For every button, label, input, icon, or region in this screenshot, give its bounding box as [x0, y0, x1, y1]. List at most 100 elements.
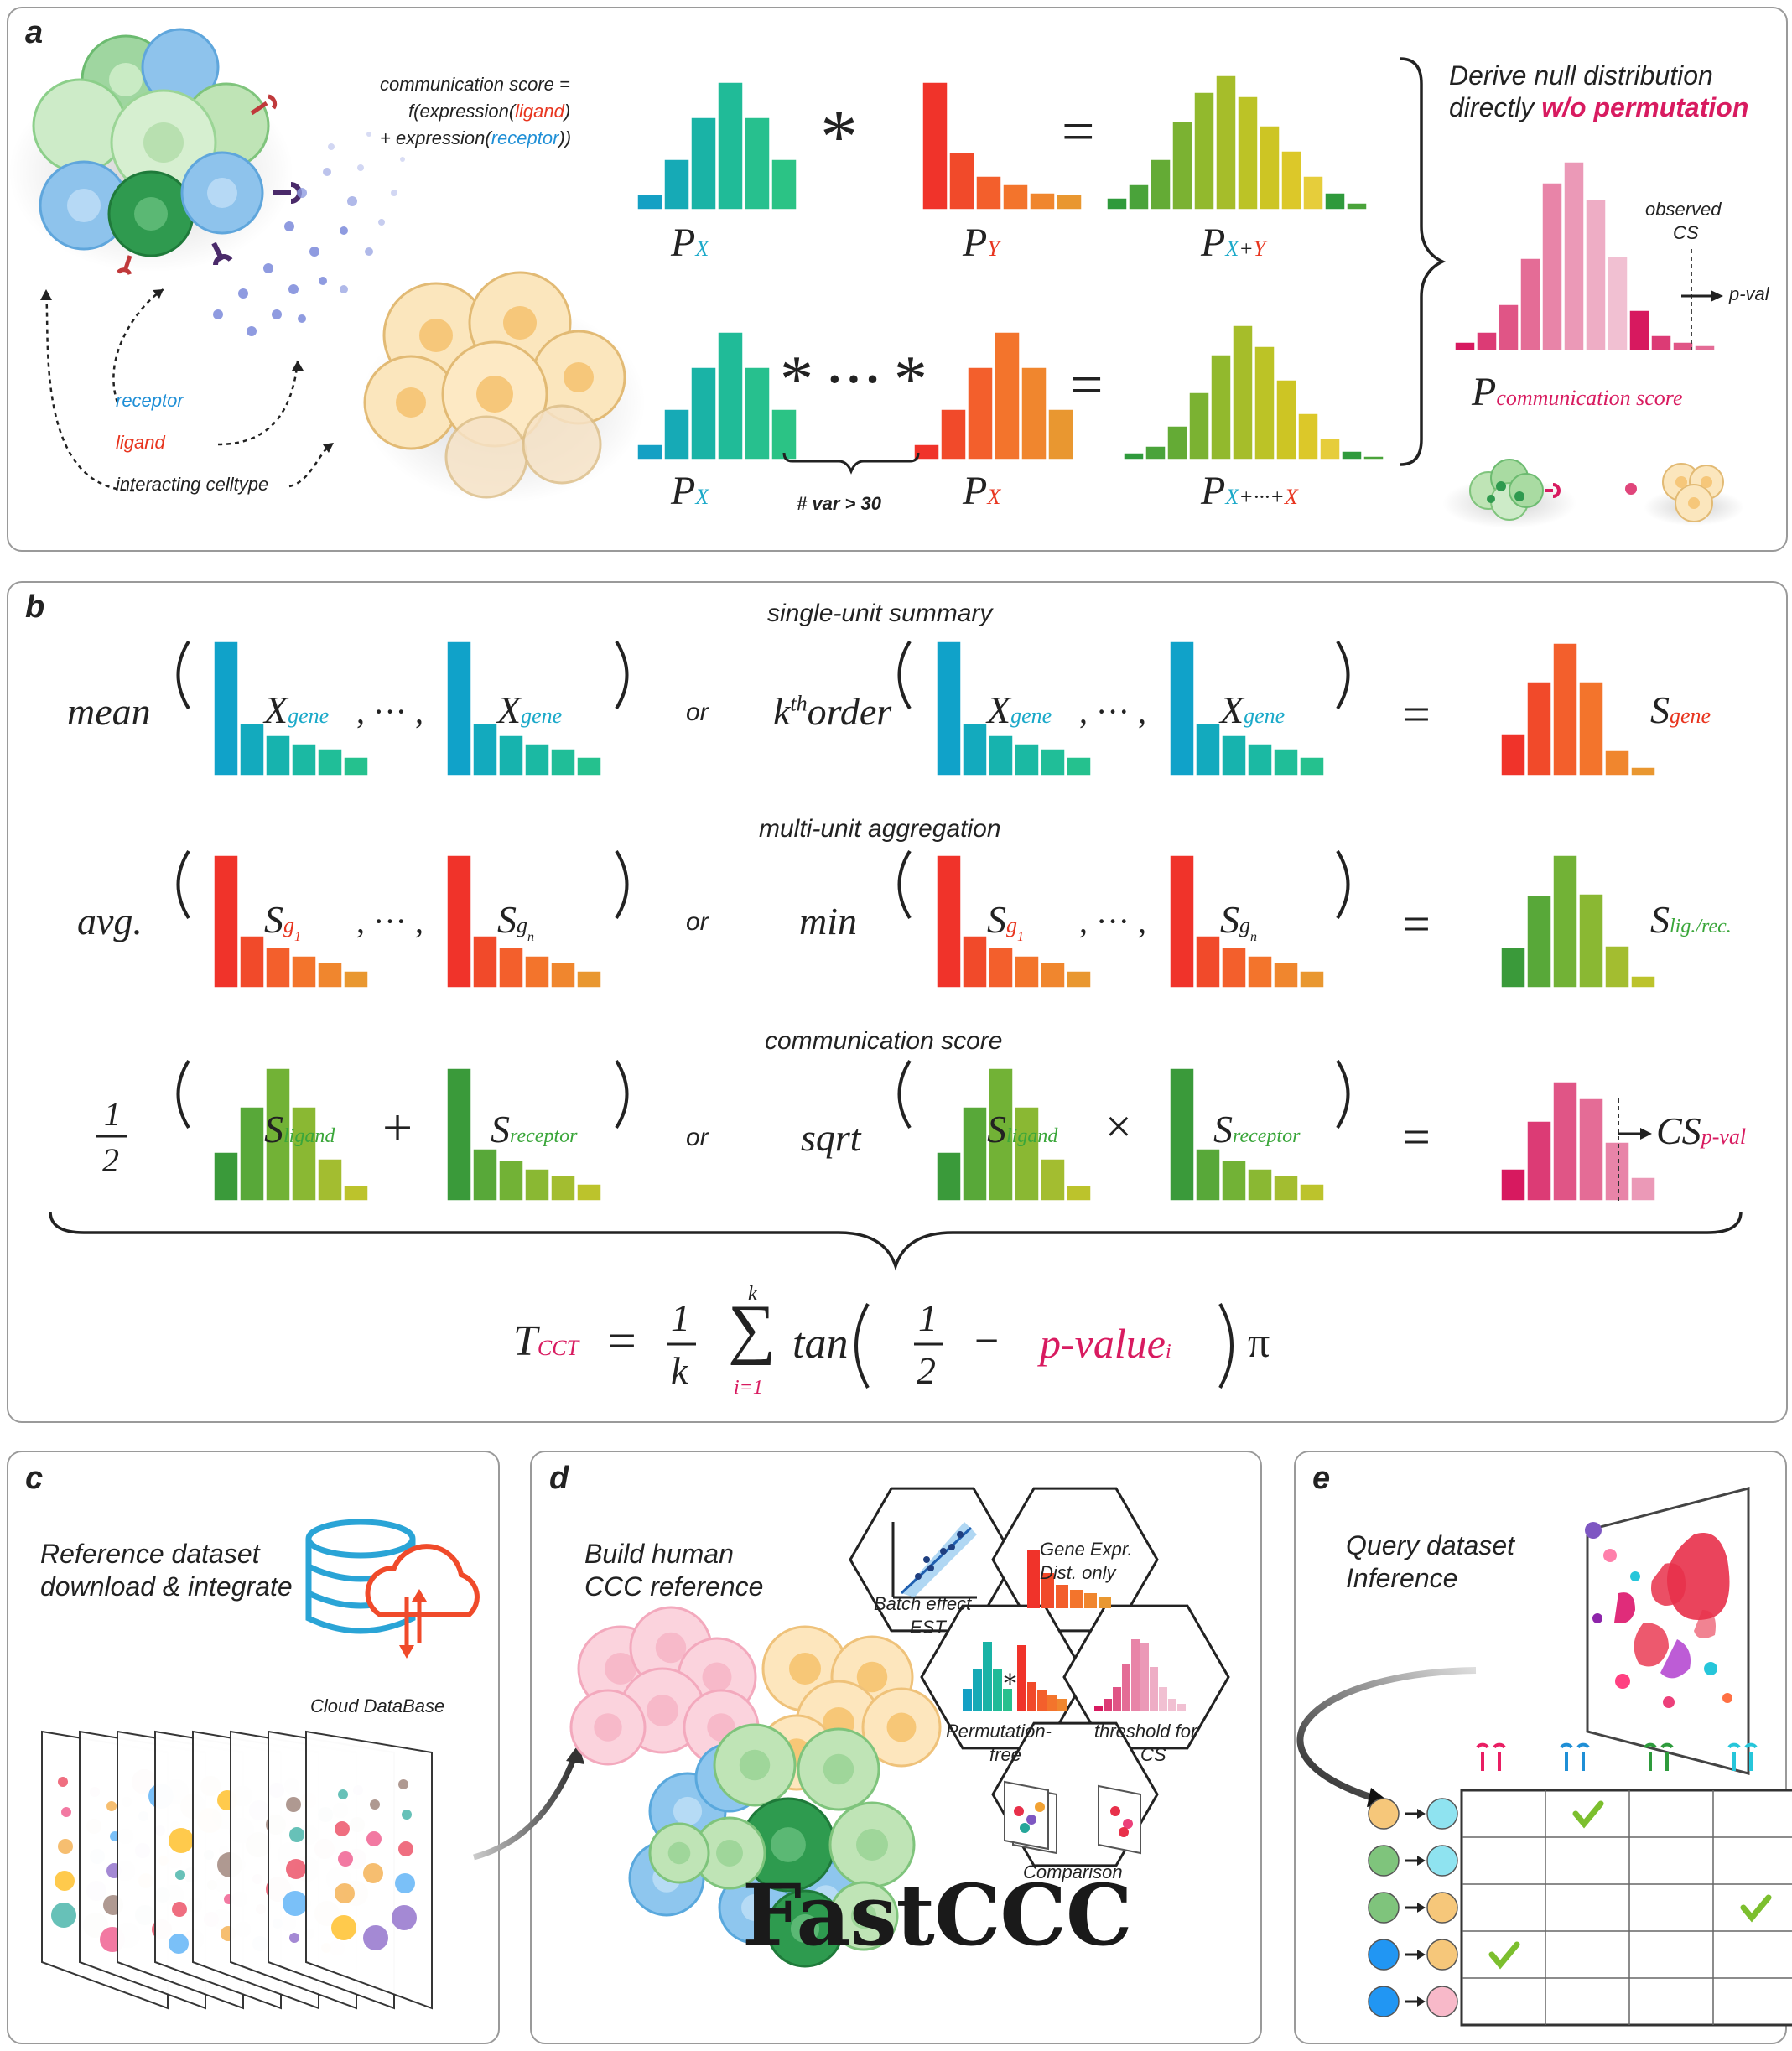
hist-bar [446, 854, 472, 989]
threshold-bar [1131, 1639, 1140, 1711]
ligand-particles [213, 132, 405, 336]
or-1: or [686, 698, 709, 726]
hist-bar [1237, 96, 1259, 210]
umap-cluster [175, 1870, 185, 1880]
comparison-dot [1110, 1806, 1120, 1816]
hist-bar [472, 935, 498, 989]
plus-op: + [382, 1098, 413, 1157]
umap-cluster [335, 1883, 355, 1903]
cell-nucleus [655, 1632, 687, 1664]
hist-bar [1526, 681, 1552, 776]
hist-s-ligand-2 [936, 1067, 1092, 1202]
feature-hexagons: * [849, 1487, 1230, 1867]
cell-nucleus [716, 1840, 743, 1867]
derive-line1: Derive null distribution [1449, 60, 1713, 91]
hist-bar [1500, 733, 1526, 776]
hist-bar [213, 641, 239, 776]
hist-bar [636, 194, 663, 210]
hist-bar [1188, 392, 1210, 460]
hist-bar [1526, 895, 1552, 989]
label-interacting: interacting celltype [116, 474, 269, 495]
hist-bar [1630, 766, 1656, 776]
hist-bar [1299, 1183, 1325, 1202]
hist-bar [1247, 1168, 1273, 1202]
s-ligand-1: Sligand [264, 1108, 335, 1150]
hist-bar [1526, 1120, 1552, 1202]
hist-bar [690, 366, 717, 460]
hist-bar [636, 444, 663, 460]
hist-bar [1221, 1160, 1247, 1202]
equals-top: = [1062, 100, 1095, 164]
hist-bar [1541, 182, 1563, 351]
px-top: PX [671, 221, 709, 265]
hist-bar [1607, 256, 1628, 351]
comm-score-line3: + expression(receptor)) [380, 127, 572, 148]
comparison-dot [1020, 1823, 1030, 1833]
row-arrowhead [1417, 1950, 1426, 1960]
hist-bar [1578, 893, 1604, 989]
umap-cluster [286, 1859, 306, 1879]
hist-bar [1066, 756, 1092, 776]
umap-cluster [366, 1831, 382, 1846]
right-brace [1400, 57, 1447, 466]
umap-cluster [402, 1810, 412, 1820]
curved-arrow-e [1296, 1667, 1477, 1802]
grid-frame [1460, 1789, 1792, 2027]
ellipsis-1: , ··· , [356, 693, 423, 730]
hist-bar [550, 962, 576, 989]
umap-cluster [169, 1828, 194, 1853]
umap-cluster [363, 1863, 383, 1883]
hist-bar [1273, 1175, 1299, 1202]
hist-bar [1630, 975, 1656, 989]
threshold-bar [1177, 1704, 1186, 1711]
hist-bar [1195, 1148, 1221, 1202]
batch-point [957, 1531, 964, 1538]
px-bottom-2: PX [963, 469, 1001, 513]
perm-bar-right [1047, 1695, 1057, 1711]
hist-bar [1047, 408, 1074, 460]
s-receptor-1: Sreceptor [491, 1108, 578, 1150]
panel-c-label: c [25, 1461, 44, 1496]
hist-bar [1123, 452, 1145, 460]
s-gn-min: Sgn [1220, 898, 1257, 945]
ellipsis-4: , ··· , [1079, 902, 1146, 940]
batch-point [948, 1544, 955, 1550]
hist-bar [962, 723, 988, 776]
or-3: or [686, 1124, 709, 1151]
hist-bar [1578, 681, 1604, 776]
hist-bar [498, 1160, 524, 1202]
hist-bar [1056, 194, 1083, 210]
hist-bar [994, 331, 1021, 460]
hist-bar [936, 1151, 962, 1202]
perm-bar-right [1037, 1690, 1047, 1711]
hex-gene-line1: Gene Expr. [1040, 1539, 1133, 1560]
hist-bar [1169, 854, 1195, 989]
cell-nucleus [886, 1712, 917, 1742]
hist-bar [213, 854, 239, 989]
hist-bar [1066, 1185, 1092, 1202]
hist-bar [936, 854, 962, 989]
umap-cluster [395, 1873, 415, 1893]
hist-s-receptor-2 [1169, 1067, 1325, 1202]
s-lig-rec: Slig./rec. [1650, 898, 1732, 941]
cell-nucleus [823, 1753, 854, 1785]
umap-cluster [398, 1779, 408, 1789]
hist-cs-pval [1500, 1081, 1656, 1202]
perm-bar-left [983, 1642, 992, 1711]
pxy-top: PX+Y [1201, 221, 1266, 265]
comm-score-line1: communication score = [380, 74, 570, 95]
hist-bar [1040, 1158, 1066, 1202]
hist-x-gene-4 [1169, 641, 1325, 776]
hist-bar [1299, 756, 1325, 776]
batch-point [923, 1556, 930, 1563]
hist-bar [940, 408, 967, 460]
formula-pi: π [1248, 1319, 1270, 1367]
umap-cluster [61, 1807, 71, 1817]
px-bottom: PX [671, 469, 709, 513]
hex-perm-line1: Permutation- [946, 1721, 1052, 1742]
label-receptor: receptor [116, 390, 184, 411]
hist-bar [446, 641, 472, 776]
comparison-dot [1123, 1819, 1133, 1829]
hist-bar [343, 756, 369, 776]
half-num: 1 [104, 1095, 121, 1133]
